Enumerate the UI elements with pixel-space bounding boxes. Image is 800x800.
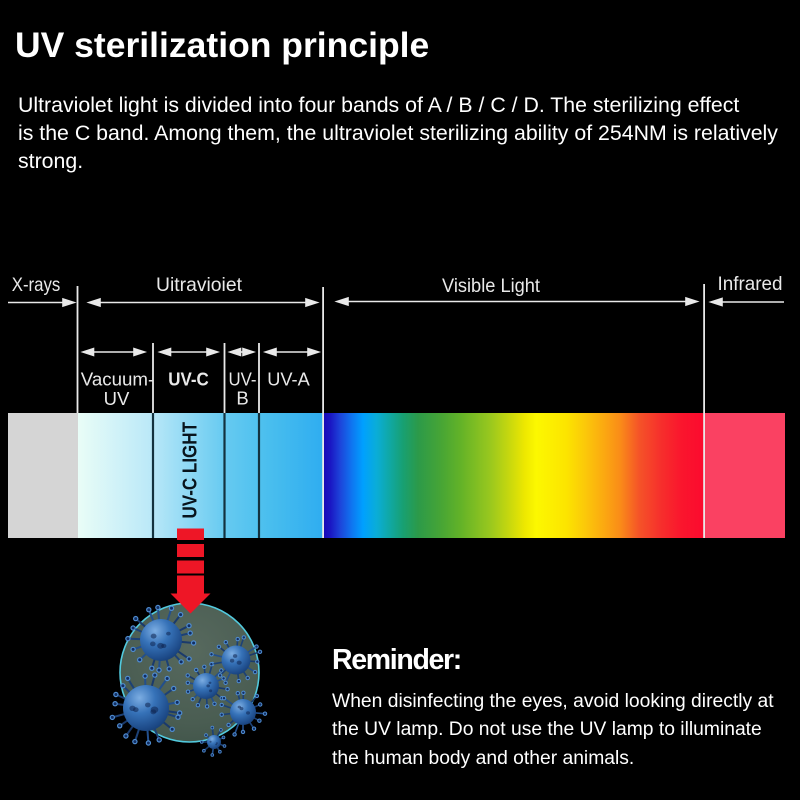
svg-text:Uitravioiet: Uitravioiet <box>156 274 243 296</box>
svg-text:Infrared: Infrared <box>718 273 783 295</box>
svg-text:Vacuum-: Vacuum- <box>81 369 155 390</box>
svg-text:Visible Light: Visible Light <box>442 275 541 297</box>
svg-text:UV-C: UV-C <box>168 369 209 390</box>
svg-text:X-rays: X-rays <box>12 274 61 296</box>
svg-text:UV-: UV- <box>229 369 257 390</box>
svg-text:UV-C LIGHT: UV-C LIGHT <box>178 422 201 519</box>
svg-text:UV-A: UV-A <box>267 369 310 390</box>
svg-text:UV: UV <box>104 388 130 409</box>
svg-text:B: B <box>236 388 248 409</box>
